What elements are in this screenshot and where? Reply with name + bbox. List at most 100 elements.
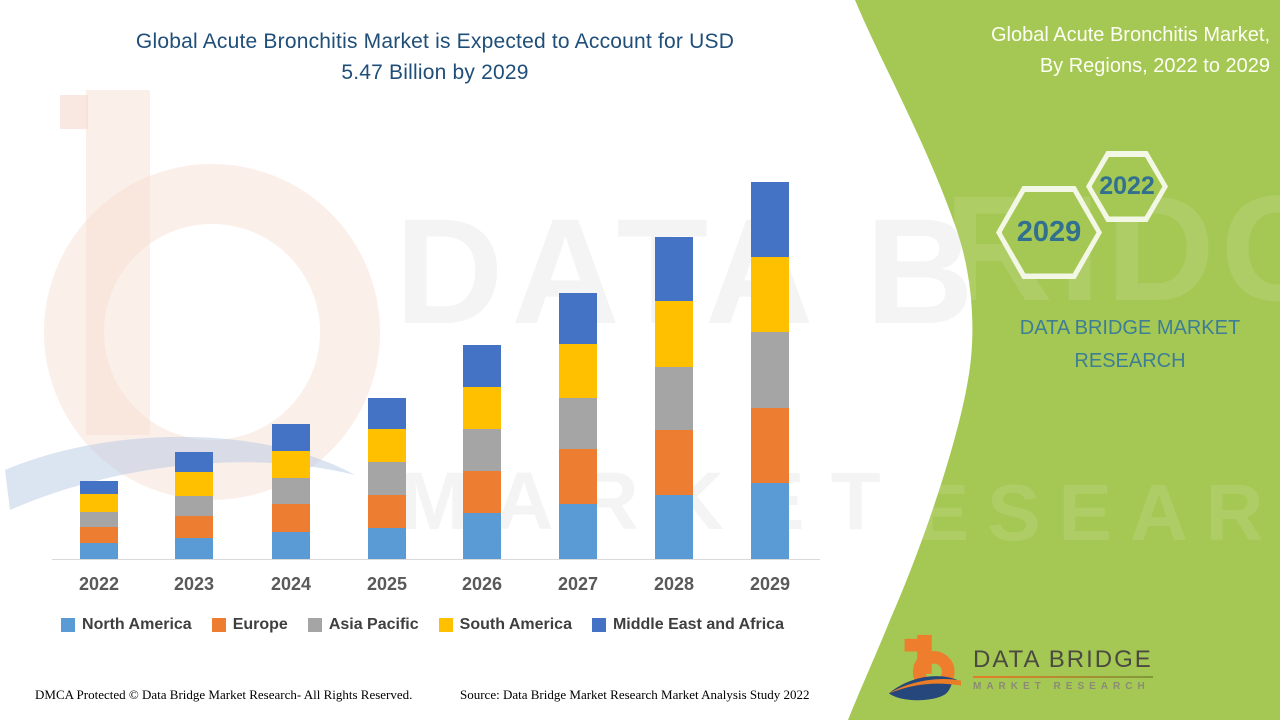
hexagon-2022-fill: 2022 (1091, 156, 1163, 217)
bar-segment-2025-south-america (368, 429, 406, 463)
bar-segment-2028-europe (655, 429, 693, 496)
bar-segment-2022-middle-east-and-africa (80, 480, 118, 494)
legend-item-south-america: South America (438, 616, 572, 634)
bar-2029 (751, 182, 789, 559)
logo-divider (973, 676, 1153, 678)
panel-brand-line1: DATA BRIDGE MARKET (1019, 317, 1241, 339)
bar-segment-2026-europe (463, 471, 501, 513)
bar-segment-2028-asia-pacific (655, 366, 693, 430)
panel-title: Global Acute Bronchitis Market, By Regio… (900, 20, 1270, 82)
footer-dmca-text: DMCA Protected © Data Bridge Market Rese… (35, 687, 413, 702)
legend-swatch-middle-east-and-africa (591, 618, 606, 632)
legend-swatch-north-america (61, 618, 76, 632)
databridge-logo-text: DATA BRIDGE MARKET RESEARCH (973, 646, 1153, 692)
bar-segment-2029-asia-pacific (751, 331, 789, 408)
bar-segment-2023-south-america (175, 471, 213, 496)
x-axis-label-2029: 2029 (749, 574, 791, 594)
bar-segment-2022-south-america (80, 493, 118, 512)
x-axis-line (52, 559, 820, 560)
bar-2024 (272, 424, 310, 559)
hexagon-2022-border: 2022 (1086, 151, 1168, 222)
panel-title-line2: By Regions, 2022 to 2029 (1039, 55, 1270, 77)
logo-tagline: MARKET RESEARCH (973, 681, 1150, 692)
bar-2022 (80, 480, 118, 559)
x-axis-label-2022: 2022 (78, 574, 120, 594)
panel-brand-text: DATA BRIDGE MARKET RESEARCH (990, 312, 1270, 378)
bar-segment-2022-asia-pacific (80, 511, 118, 528)
bar-segment-2027-north-america (559, 504, 597, 559)
bar-segment-2024-europe (272, 504, 310, 533)
bar-segment-2029-middle-east-and-africa (751, 182, 789, 258)
bar-segment-2029-south-america (751, 257, 789, 332)
bar-segment-2025-north-america (368, 528, 406, 559)
bar-segment-2024-north-america (272, 532, 310, 559)
legend-item-middle-east-and-africa: Middle East and Africa (591, 616, 784, 634)
bar-2027 (559, 292, 597, 559)
bar-segment-2027-europe (559, 449, 597, 504)
bar-segment-2027-asia-pacific (559, 398, 597, 449)
legend-label-europe: Europe (232, 616, 288, 633)
bar-segment-2028-middle-east-and-africa (655, 237, 693, 302)
green-panel-background (848, 0, 1280, 720)
x-axis-label-2027: 2027 (557, 574, 599, 594)
chart-title-line1: Global Acute Bronchitis Market is Expect… (135, 30, 735, 53)
bar-segment-2024-south-america (272, 451, 310, 478)
x-axis-label-2028: 2028 (653, 574, 695, 594)
legend-item-north-america: North America (61, 616, 192, 634)
chart-title-line2: 5.47 Billion by 2029 (341, 61, 529, 84)
chart-title: Global Acute Bronchitis Market is Expect… (55, 26, 815, 88)
legend-swatch-europe (211, 618, 226, 632)
bar-segment-2025-middle-east-and-africa (368, 398, 406, 430)
hexagon-2029-fill: 2029 (1001, 191, 1097, 274)
bar-segment-2029-europe (751, 407, 789, 483)
x-axis-label-2023: 2023 (173, 574, 215, 594)
hexagon-2022: 2022 (1086, 151, 1168, 222)
bar-segment-2023-asia-pacific (175, 495, 213, 516)
bar-segment-2027-middle-east-and-africa (559, 292, 597, 344)
bar-2025 (368, 398, 406, 559)
bar-segment-2026-south-america (463, 387, 501, 430)
x-axis-label-2026: 2026 (461, 574, 503, 594)
databridge-logo: DATA BRIDGE MARKET RESEARCH (885, 633, 1153, 705)
legend-swatch-asia-pacific (307, 618, 322, 632)
bar-segment-2025-europe (368, 495, 406, 529)
x-axis-label-2024: 2024 (270, 574, 312, 594)
panel-brand-line2: RESEARCH (1074, 350, 1186, 372)
bar-segment-2022-north-america (80, 543, 118, 559)
databridge-logo-icon (888, 634, 961, 701)
legend-label-north-america: North America (82, 616, 192, 633)
legend-label-asia-pacific: Asia Pacific (328, 616, 419, 633)
hexagon-2022-label: 2022 (1099, 172, 1155, 200)
bar-segment-2022-europe (80, 527, 118, 544)
logo-name: DATA BRIDGE (973, 646, 1153, 673)
legend-swatch-south-america (438, 618, 453, 632)
bar-2028 (655, 237, 693, 559)
bar-segment-2023-middle-east-and-africa (175, 451, 213, 472)
footer-source-text: Source: Data Bridge Market Research Mark… (460, 687, 810, 702)
legend-item-asia-pacific: Asia Pacific (307, 616, 419, 634)
bar-segment-2026-north-america (463, 512, 501, 559)
legend-label-south-america: South America (459, 616, 572, 633)
panel-title-line1: Global Acute Bronchitis Market, (990, 24, 1270, 46)
legend-item-europe: Europe (211, 616, 288, 634)
bar-segment-2024-asia-pacific (272, 477, 310, 505)
bar-segment-2023-north-america (175, 537, 213, 559)
bar-2023 (175, 451, 213, 559)
bar-segment-2027-south-america (559, 343, 597, 399)
hexagon-2029: 2029 (996, 186, 1102, 279)
bar-segment-2028-south-america (655, 301, 693, 367)
bar-segment-2026-middle-east-and-africa (463, 345, 501, 388)
bar-segment-2024-middle-east-and-africa (272, 424, 310, 452)
bar-segment-2029-north-america (751, 482, 789, 559)
legend-label-middle-east-and-africa: Middle East and Africa (612, 616, 784, 633)
bar-segment-2025-asia-pacific (368, 462, 406, 496)
bar-segment-2023-europe (175, 515, 213, 538)
bar-segment-2028-north-america (655, 495, 693, 559)
chart-legend: North America Europe Asia Pacific South Ame… (0, 616, 845, 634)
svg-text:RESEARCH: RESEARCH (840, 468, 1280, 557)
bar-segment-2026-asia-pacific (463, 429, 501, 472)
bar-2026 (463, 345, 501, 559)
hexagon-2029-label: 2029 (1016, 216, 1082, 248)
